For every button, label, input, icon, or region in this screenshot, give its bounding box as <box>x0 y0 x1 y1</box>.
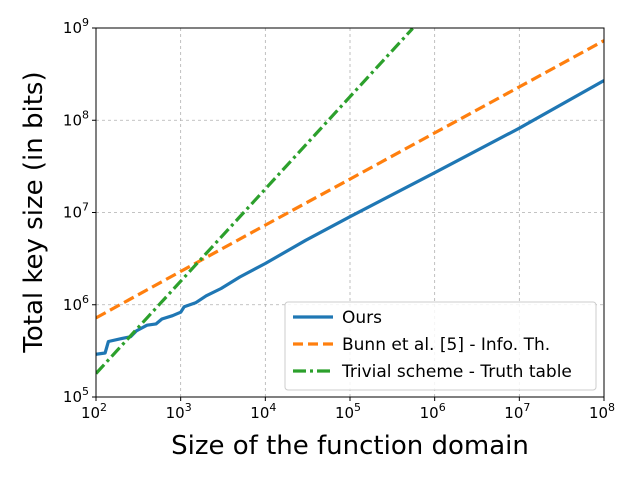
x-tick-label: 106 <box>420 401 446 422</box>
legend: Ours Bunn et al. [5] - Info. Th. Trivial s… <box>284 301 597 391</box>
y-axis-label: Total key size (in bits) <box>19 71 49 353</box>
legend-label: Trivial scheme - Truth table <box>341 362 572 382</box>
y-tick-label: 109 <box>63 16 89 37</box>
series-line-0 <box>96 79 604 356</box>
x-tick-label: 108 <box>589 401 615 422</box>
legend-label: Bunn et al. [5] - Info. Th. <box>342 335 550 355</box>
y-tick-label: 106 <box>63 293 89 314</box>
x-tick-label: 104 <box>250 401 276 422</box>
plot-series <box>96 28 604 375</box>
series-line-1 <box>96 39 604 320</box>
x-axis: 102 103 104 105 106 107 108 <box>81 397 615 422</box>
y-tick-label: 107 <box>63 201 89 222</box>
x-tick-label: 105 <box>335 401 361 422</box>
y-tick-label: 105 <box>63 385 89 406</box>
x-tick-label: 103 <box>166 401 192 422</box>
y-tick-label: 108 <box>63 108 89 129</box>
legend-box <box>284 301 597 391</box>
x-axis-label: Size of the function domain <box>171 431 529 461</box>
legend-label: Ours <box>342 308 382 328</box>
x-tick-label: 107 <box>504 401 530 422</box>
x-tick-label: 102 <box>81 401 107 422</box>
y-axis: 105 106 107 108 109 <box>63 16 96 406</box>
